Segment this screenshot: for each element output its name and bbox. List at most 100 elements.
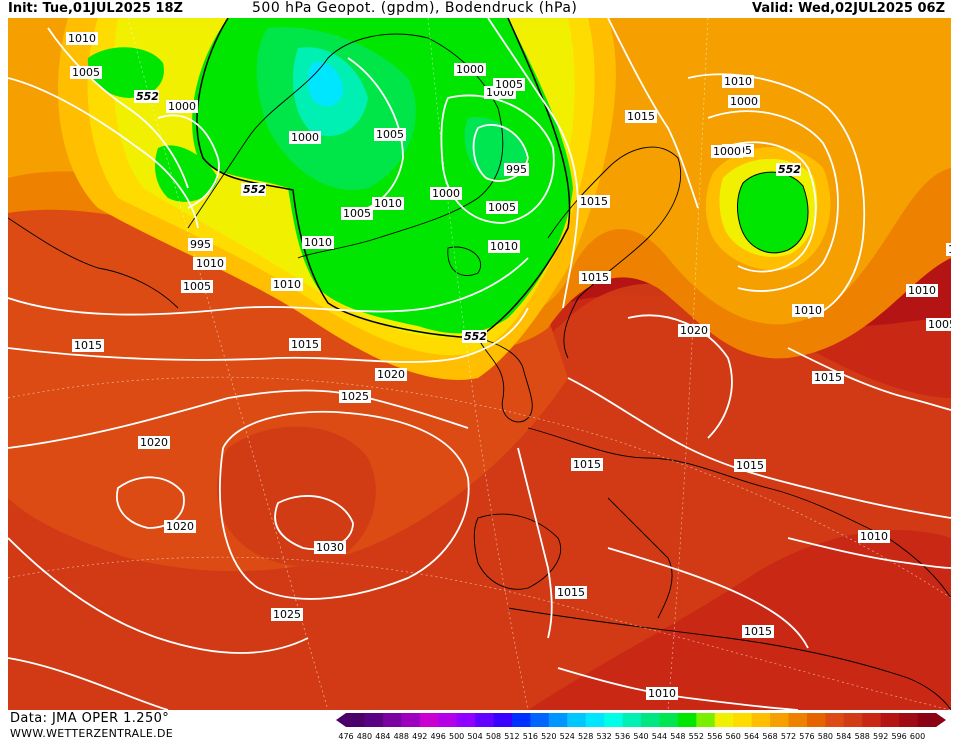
isobar-1000-east [722,141,817,273]
legend-bar: 476 480 484 488 492 496 500 504 508 512 516 520 524 5… [336,713,946,741]
isobar-1010-se [787,537,951,569]
pressure-label: 1010 [858,530,890,543]
pressure-label-text: 1020 [140,436,168,449]
pressure-label-bg [493,78,525,91]
legend-swatch [880,713,900,727]
isobar-1005-east [707,110,839,292]
legend-swatch [382,713,402,727]
legend-swatch [622,713,642,727]
pressure-label-text: 1005 [72,66,100,79]
legend-swatch [530,713,550,727]
isobar-1015-central [567,377,951,519]
isobar-1015-med [607,547,809,649]
legend-value-label: 480 [357,732,372,741]
pressure-label-bg [374,128,406,141]
pressure-label-bg [486,201,518,214]
legend-swatch [659,713,679,727]
legend-swatch [862,713,882,727]
legend-value-label: 600 [910,732,925,741]
north-africa-coast [507,607,951,710]
pressure-label: 1005 [374,128,406,141]
legend-value-label: 476 [338,732,353,741]
legend-swatch [456,713,476,727]
pressure-label: 1000 [728,95,760,108]
color-legend: 476 480 484 488 492 496 500 504 508 512 516 520 524 5… [336,713,956,741]
pressure-label-bg [625,110,657,123]
pressure-label-bg [314,541,346,554]
pressure-label: 1005 [493,78,525,91]
pressure-label: 552 [241,183,266,196]
pressure-label-text: 552 [243,183,266,196]
pressure-label-bg [181,280,213,293]
graticule-line-2 [8,556,951,710]
isobar-1020-s [8,537,309,654]
pressure-label-bg [926,318,951,331]
pressure-label: 995 [188,238,213,251]
legend-value-label: 552 [689,732,704,741]
pressure-label-bg [579,271,611,284]
legend-value-label: 592 [873,732,888,741]
legend-swatch [899,713,919,727]
isobar-1015-e [787,347,951,411]
pressure-label-text: 1010 [860,530,888,543]
pressure-label-text: 1000 [432,187,460,200]
pressure-label: 1015 [734,459,766,472]
pressure-label-text: 1005 [488,201,516,214]
legend-swatch [475,713,494,727]
map-header: Init: Tue,01JUL2025 18Z 500 hPa Geopot. … [0,0,959,18]
pressure-label-text: 1015 [814,371,842,384]
pressure-label-bg [138,436,170,449]
pressure-label-text: 1010 [273,278,301,291]
map-canvas: 1010 1005 1000 552 1000 1005 1000 1000 995 1005 10… [8,18,951,710]
pressure-label-bg [271,608,303,621]
legend-value-label: 596 [891,732,906,741]
pressure-label: 1015 [812,371,844,384]
legend-swatch [825,713,845,727]
pressure-label-bg [66,32,98,45]
pressure-label-text: 1000 [168,100,196,113]
isobar-1015-iberia [517,447,553,639]
pressure-label-bg [72,339,104,352]
pressure-label-text: 1015 [580,195,608,208]
pressure-label-text: 1010 [304,236,332,249]
pressure-labels: 1010 1005 1000 552 1000 1005 1000 1000 995 1005 10… [66,32,951,700]
legend-swatch [696,713,716,727]
map-title: 500 hPa Geopot. (gpdm), Bodendruck (hPa) [252,0,578,16]
pressure-label-bg [504,163,529,176]
data-source: Data: JMA OPER 1.250° [10,711,170,726]
legend-arrow-left [336,713,346,727]
legend-swatch [751,713,771,727]
legend-swatch [585,713,605,727]
isobar-1020-loop [116,476,185,529]
pressure-label-text: 1030 [316,541,344,554]
website-link[interactable]: WWW.WETTERZENTRALE.DE [10,727,173,740]
legend-value-label: 504 [467,732,482,741]
pressure-label-text: 1025 [341,390,369,403]
pressure-label-bg [339,390,371,403]
pressure-label-text: 1015 [573,458,601,471]
pressure-label: 100 [946,243,951,256]
pressure-label-text: 1010 [374,197,402,210]
pressure-label: 1005 [926,318,951,331]
field-528 [307,62,343,107]
legend-value-label: 588 [855,732,870,741]
pressure-label-bg [194,257,226,270]
legend-value-label: 508 [486,732,501,741]
legend-value-label: 500 [449,732,464,741]
legend-swatch [419,713,439,727]
legend-value-label: 584 [836,732,851,741]
legend-value-label: 512 [504,732,519,741]
pressure-label-text: 1010 [68,32,96,45]
pressure-label-text: 1010 [794,304,822,317]
central-europe-coast [527,427,951,599]
pressure-label: 1000 [166,100,198,113]
pressure-label: 1010 [302,236,334,249]
legend-value-label: 540 [633,732,648,741]
pressure-label: 1000 [454,63,486,76]
legend-value-label: 520 [541,732,556,741]
pressure-label: 1015 [625,110,657,123]
pressure-label-text: 1010 [724,75,752,88]
legend-swatch [346,713,365,727]
isobar-1025 [8,389,469,449]
british-isles-coast [477,337,533,423]
